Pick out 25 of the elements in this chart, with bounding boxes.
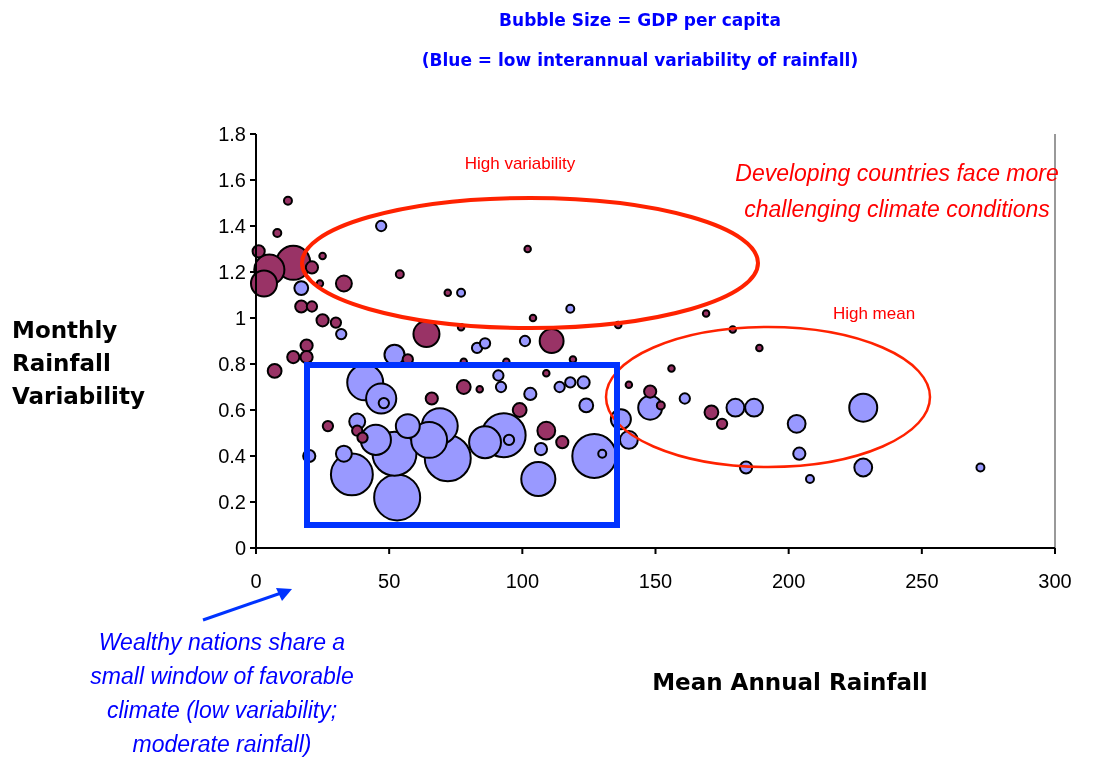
x-tick-label: 250 [905, 570, 939, 592]
y-tick-label: 0.2 [218, 491, 246, 513]
x-tick-label: 200 [771, 570, 806, 592]
y-tick-label: 1.2 [218, 261, 246, 283]
y-tick-label: 0 [234, 537, 246, 559]
y-tick-label: 1.4 [218, 215, 246, 237]
y-tick-label: 0.6 [218, 399, 246, 421]
annotation: High mean [832, 304, 916, 323]
y-tick-label: 0.8 [218, 353, 246, 375]
x-tick-label: 150 [638, 570, 673, 592]
x-tick-label: 100 [505, 570, 540, 592]
annotation: High variability [464, 154, 576, 173]
y-tick-label: 1 [234, 307, 246, 329]
y-tick-label: 1.6 [218, 169, 246, 191]
y-tick-label: 0.4 [218, 445, 246, 467]
y-axis-title: Monthly Rainfall Variability [12, 317, 145, 409]
x-tick-label: 0 [250, 570, 262, 592]
x-tick-label: 300 [1038, 570, 1072, 592]
y-tick-label: 1.8 [218, 123, 246, 145]
x-axis-title: Mean Annual Rainfall [652, 669, 928, 695]
annotation: Developing countries face more challenging climate conditions [735, 160, 1059, 222]
chart-subtitle: (Blue = low interannual variability of rainfall) [421, 50, 859, 70]
chart-title: Bubble Size = GDP per capita [499, 10, 781, 30]
text: Wealthy nations share a small window of favorable climate (low variability; moderate rainfall) [90, 629, 354, 757]
x-tick-label: 50 [378, 570, 401, 592]
